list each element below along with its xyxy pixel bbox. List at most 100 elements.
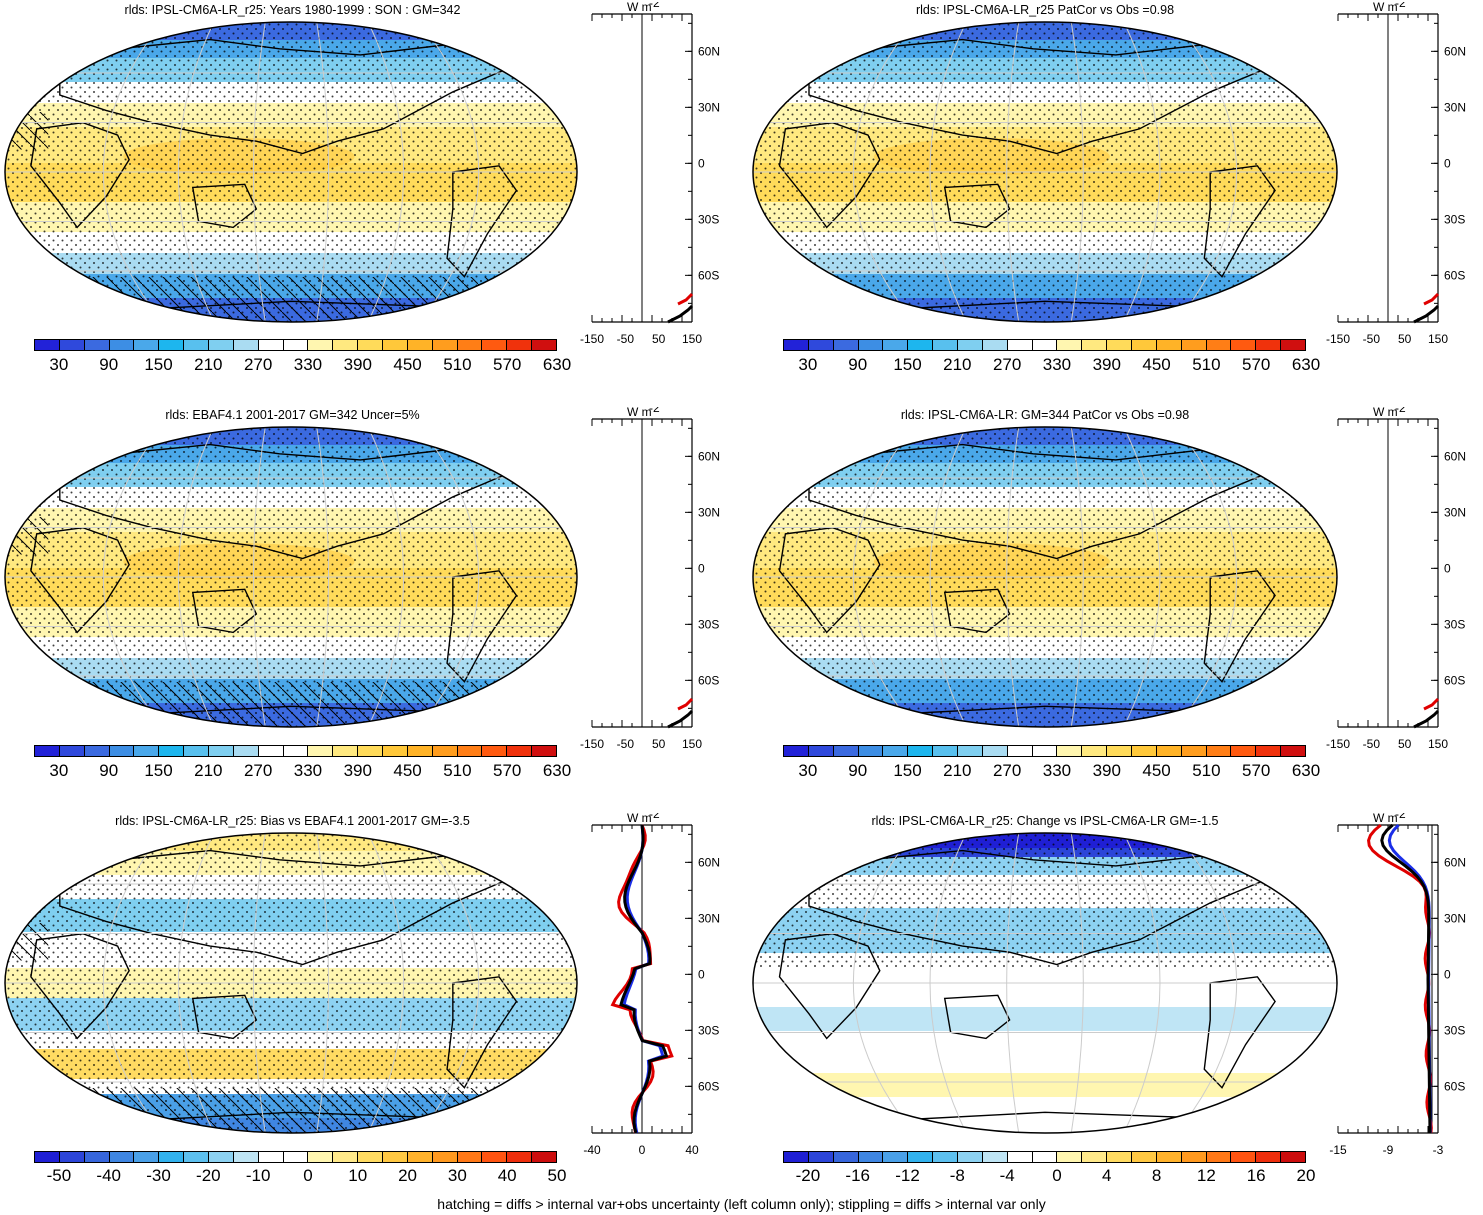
- profile-unit-exponent: -2: [1395, 407, 1406, 415]
- colorbar-swatch: [358, 1152, 383, 1162]
- lat-label: 30N: [698, 911, 720, 925]
- colorbar-swatch: [60, 1152, 85, 1162]
- colorbar-swatch: [1057, 746, 1082, 756]
- colorbar-label: 210: [943, 355, 971, 375]
- profile-x-label: 150: [1428, 737, 1448, 751]
- colorbar-swatch: [834, 1152, 859, 1162]
- panel-title-1: rlds: IPSL-CM6A-LR_r25: Years 1980-1999 …: [5, 3, 580, 17]
- colorbar-swatch: [408, 1152, 433, 1162]
- colorbar-swatch: [60, 340, 85, 350]
- colorbar-swatch: [358, 340, 383, 350]
- colorbar-label: 630: [543, 761, 571, 781]
- colorbar-label: 510: [443, 355, 471, 375]
- colorbar-swatch: [1157, 746, 1182, 756]
- lat-label: 30S: [1444, 617, 1465, 631]
- colorbar-label: 270: [244, 761, 272, 781]
- colorbar-label: 270: [244, 355, 272, 375]
- robinson-map-3: [2, 423, 580, 731]
- profile-x-label: -50: [1363, 737, 1381, 751]
- colorbar-label: 16: [1247, 1166, 1266, 1186]
- colorbar-swatch: [1281, 1152, 1305, 1162]
- colorbar-3: [34, 745, 557, 757]
- colorbar-swatch: [784, 340, 809, 350]
- colorbar-swatch: [809, 340, 834, 350]
- colorbar-swatch: [1157, 340, 1182, 350]
- colorbar-label: 0: [303, 1166, 312, 1186]
- colorbar-label: -16: [845, 1166, 870, 1186]
- colorbar-swatch: [234, 1152, 259, 1162]
- colorbar-swatch: [834, 746, 859, 756]
- colorbar-swatch: [532, 1152, 556, 1162]
- profile-unit: W m: [1373, 813, 1398, 825]
- colorbar-2: [783, 339, 1306, 351]
- panel-title-3: rlds: EBAF4.1 2001-2017 GM=342 Uncer=5%: [5, 408, 580, 422]
- colorbar-swatch: [784, 746, 809, 756]
- profile-x-label: 50: [1398, 332, 1412, 346]
- colorbar-6: [783, 1151, 1306, 1163]
- colorbar-label: 390: [344, 761, 372, 781]
- lat-label: 60S: [1444, 1079, 1465, 1093]
- profile-x-label: -150: [1326, 332, 1350, 346]
- lat-label: 60N: [698, 855, 720, 869]
- colorbar-swatch: [284, 1152, 309, 1162]
- colorbar-label: 390: [1093, 761, 1121, 781]
- colorbar-swatch: [259, 746, 284, 756]
- colorbar-swatch: [507, 340, 532, 350]
- profile-x-label: 150: [1428, 332, 1448, 346]
- colorbar-4: [783, 745, 1306, 757]
- lat-label: 0: [698, 156, 705, 170]
- lat-label: 30N: [1444, 505, 1466, 519]
- colorbar-swatch: [1207, 746, 1232, 756]
- profile-unit-exponent: -2: [1395, 2, 1406, 10]
- colorbar-label: 90: [848, 761, 867, 781]
- colorbar-swatch: [383, 1152, 408, 1162]
- colorbar-swatch: [383, 746, 408, 756]
- colorbar-swatch: [958, 1152, 983, 1162]
- panel-title-4: rlds: IPSL-CM6A-LR: GM=344 PatCor vs Obs…: [755, 408, 1335, 422]
- map-panel-1: [2, 18, 580, 326]
- colorbar-swatch: [458, 340, 483, 350]
- colorbar-label: 570: [493, 355, 521, 375]
- colorbar-swatch: [532, 746, 556, 756]
- lat-label: 60S: [1444, 268, 1465, 282]
- lat-label: 60S: [1444, 673, 1465, 687]
- colorbar-swatch: [383, 340, 408, 350]
- lat-label: 60N: [1444, 449, 1466, 463]
- colorbar-label: 20: [398, 1166, 417, 1186]
- colorbar-swatch: [1182, 340, 1207, 350]
- colorbar-label: 330: [1043, 355, 1071, 375]
- lat-label: 0: [698, 967, 705, 981]
- colorbar-labels-3: 30 90 150 210 270 330 390 450 510 570 630: [34, 761, 557, 783]
- colorbar-swatch: [85, 340, 110, 350]
- colorbar-label: 630: [1292, 761, 1320, 781]
- colorbar-label: 450: [393, 355, 421, 375]
- robinson-map-6: [750, 829, 1340, 1137]
- profile-unit-exponent: -2: [649, 813, 660, 821]
- colorbar-label: 30: [49, 761, 68, 781]
- colorbar-label: 450: [1142, 761, 1170, 781]
- colorbar-labels-6: -20 -16 -12 -8 -4 0 4 8 12 16 20: [783, 1166, 1306, 1188]
- colorbar-label: 20: [1297, 1166, 1316, 1186]
- colorbar-label: 630: [543, 355, 571, 375]
- colorbar-label: 90: [99, 761, 118, 781]
- profile-x-label: 50: [652, 737, 666, 751]
- robinson-map-1: [2, 18, 580, 326]
- colorbar-label: 330: [294, 355, 322, 375]
- robinson-map-2: [750, 18, 1340, 326]
- colorbar-swatch: [482, 746, 507, 756]
- colorbar-label: 570: [1242, 761, 1270, 781]
- profile-x-label: -15: [1329, 1143, 1347, 1157]
- colorbar-swatch: [859, 1152, 884, 1162]
- colorbar-label: -10: [246, 1166, 271, 1186]
- lat-label: 30S: [698, 212, 719, 226]
- colorbar-swatch: [1033, 1152, 1058, 1162]
- zonal-profile-2: 60N 30N 0 30S 60S -150 -50 50 150 W m-2: [1322, 2, 1482, 350]
- colorbar-swatch: [333, 1152, 358, 1162]
- colorbar-label: 270: [993, 761, 1021, 781]
- colorbar-swatch: [1033, 340, 1058, 350]
- colorbar-swatch: [1082, 340, 1107, 350]
- lat-label: 30S: [698, 617, 719, 631]
- colorbar-swatch: [1082, 746, 1107, 756]
- lat-label: 0: [1444, 967, 1451, 981]
- panel-title-6: rlds: IPSL-CM6A-LR_r25: Change vs IPSL-C…: [755, 814, 1335, 828]
